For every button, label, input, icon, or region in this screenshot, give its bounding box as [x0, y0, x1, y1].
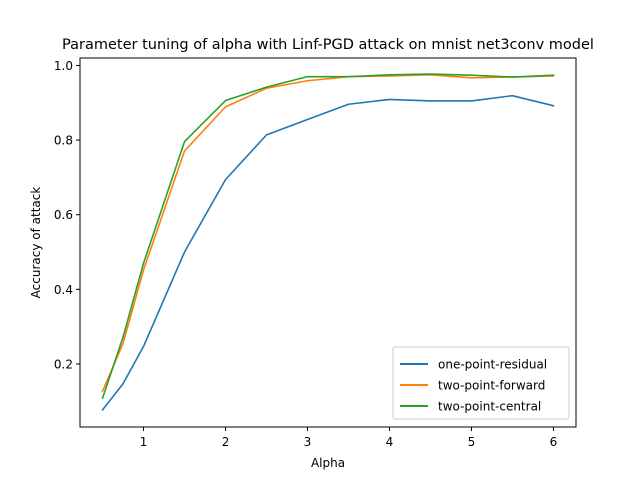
x-tick-label: 1 [140, 435, 148, 449]
legend: one-point-residual two-point-forward two… [392, 346, 570, 420]
y-tick-label: 0.2 [54, 357, 73, 371]
legend-label-one-point-residual: one-point-residual [438, 358, 547, 372]
chart-title: Parameter tuning of alpha with Linf-PGD … [62, 37, 594, 53]
y-tick-label: 0.6 [54, 208, 73, 222]
legend-frame [392, 346, 570, 420]
series-line-one-point-residual [101, 94, 555, 411]
y-tick-label: 1.0 [54, 59, 73, 73]
legend-label-two-point-central: two-point-central [438, 400, 541, 414]
series-line-two-point-forward [101, 73, 555, 393]
y-tick-label: 0.8 [54, 134, 73, 148]
x-tick-label: 5 [468, 435, 476, 449]
y-axis: 0.2 0.4 0.6 0.8 1.0 [54, 59, 80, 371]
legend-label-two-point-forward: two-point-forward [438, 379, 545, 393]
y-axis-title: Accuracy of attack [29, 187, 43, 299]
x-axis-title: Alpha [311, 456, 345, 470]
x-tick-label: 3 [304, 435, 312, 449]
x-tick-label: 6 [550, 435, 558, 449]
x-tick-label: 4 [386, 435, 394, 449]
x-axis: 1 2 3 4 5 6 [140, 427, 558, 449]
x-tick-label: 2 [222, 435, 230, 449]
y-tick-label: 0.4 [54, 283, 73, 297]
axes-frame [79, 57, 577, 428]
plot-area [79, 57, 577, 428]
series-line-two-point-central [101, 73, 555, 400]
series-layer [101, 73, 555, 411]
